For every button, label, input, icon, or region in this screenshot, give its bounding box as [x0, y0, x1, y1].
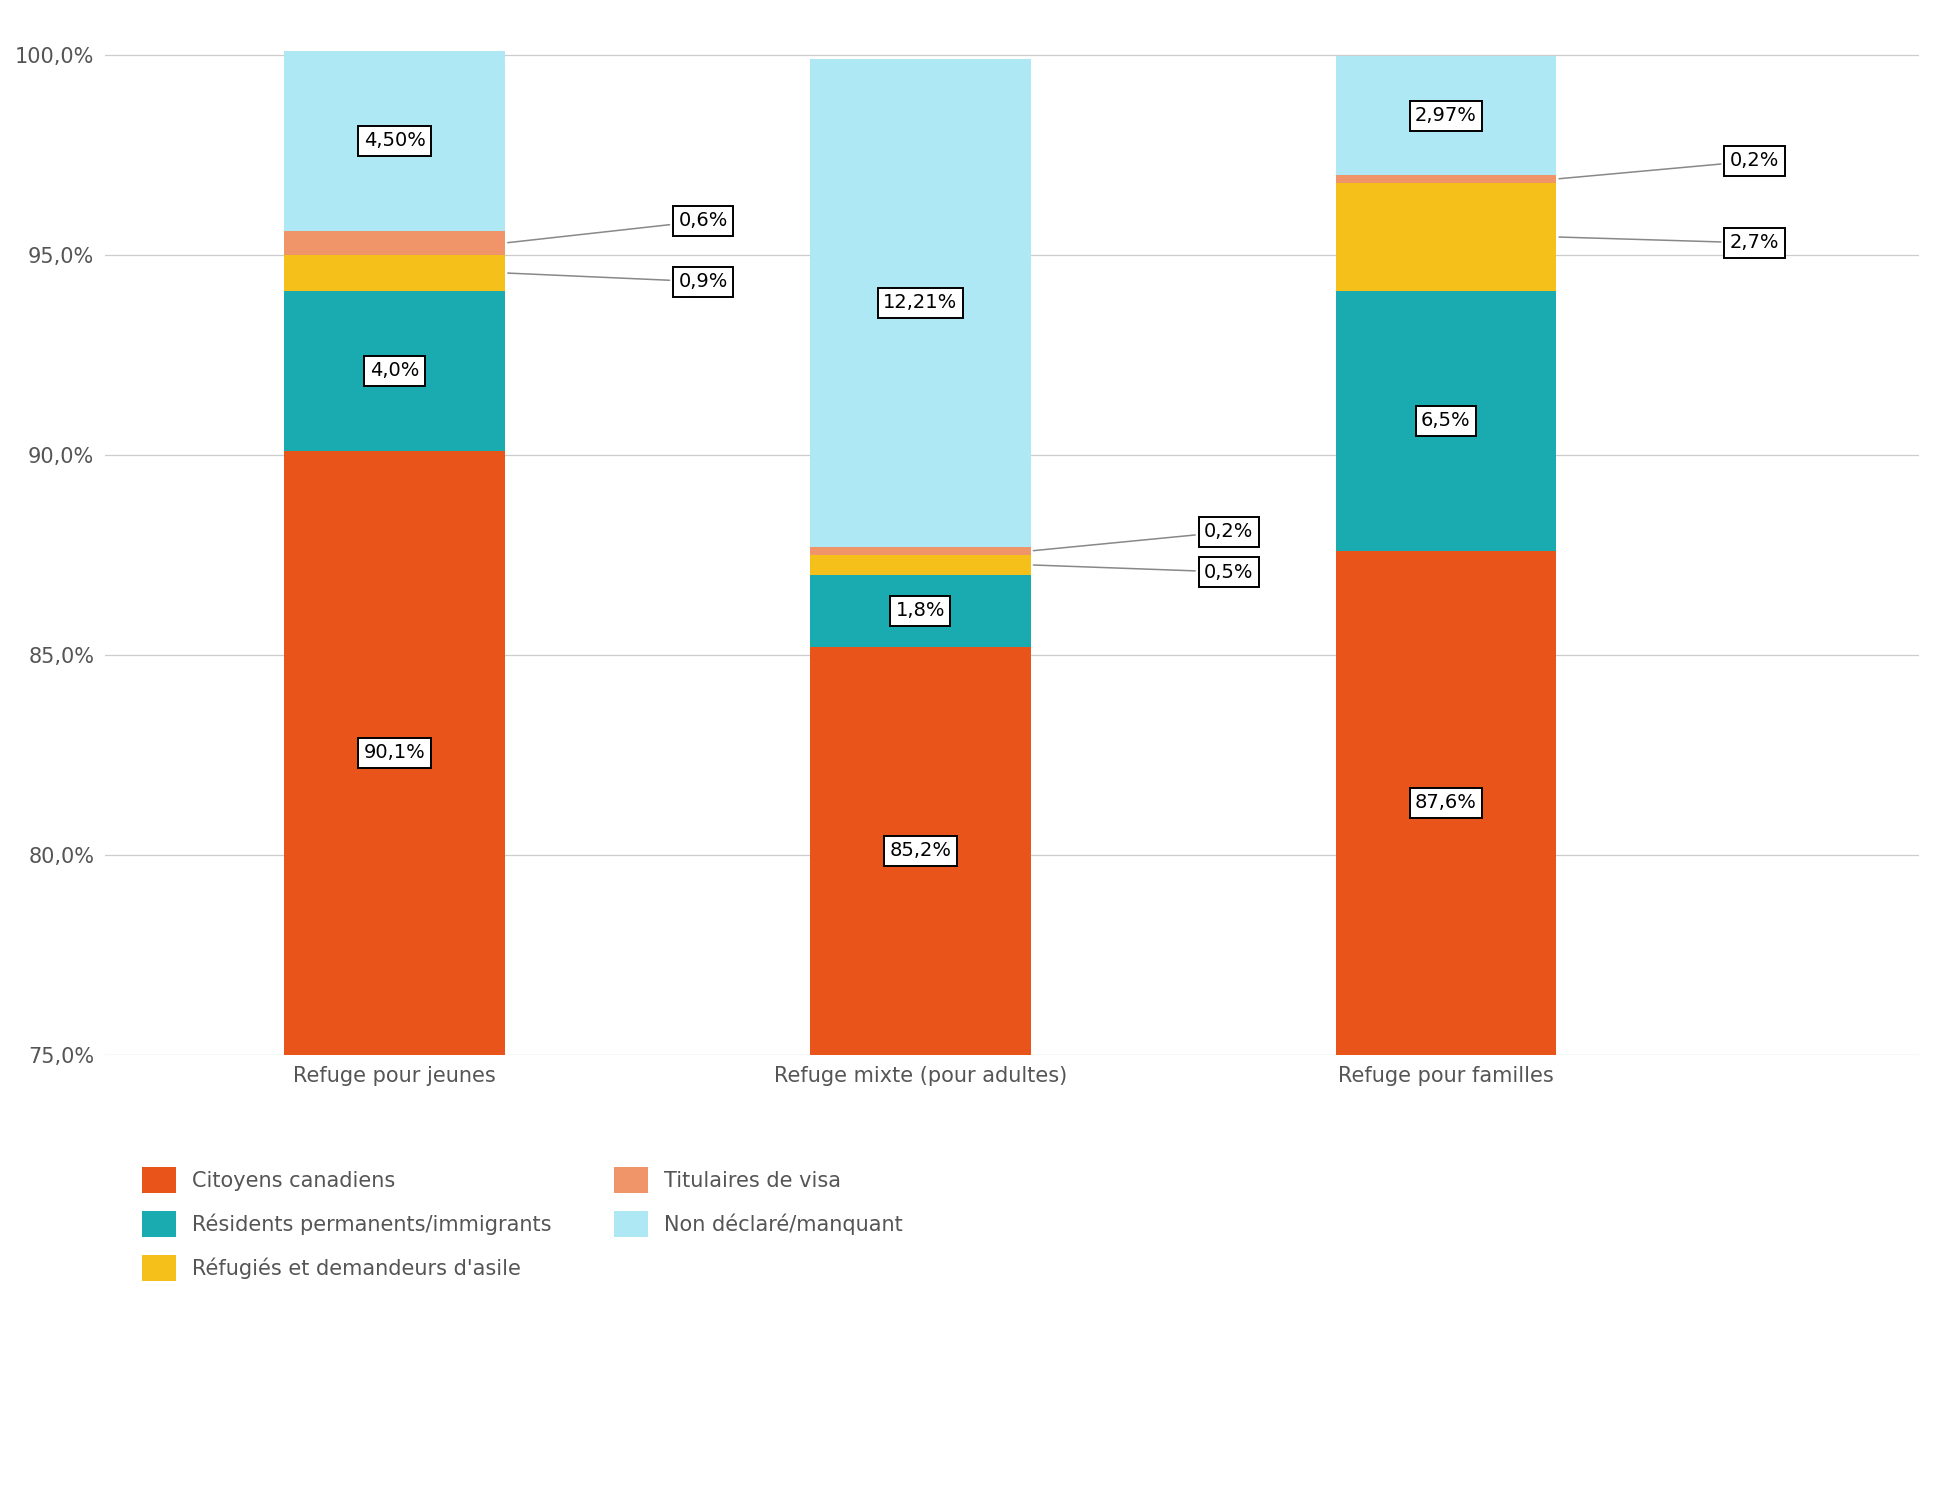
Text: 4,0%: 4,0% — [369, 361, 420, 381]
Text: 12,21%: 12,21% — [884, 293, 957, 313]
Bar — [284, 51, 505, 231]
Text: 2,7%: 2,7% — [1559, 233, 1779, 253]
Text: 0,6%: 0,6% — [509, 212, 727, 242]
Text: 4,50%: 4,50% — [364, 132, 425, 151]
Text: 2,97%: 2,97% — [1416, 106, 1478, 125]
Bar — [284, 290, 505, 451]
Text: 90,1%: 90,1% — [364, 744, 425, 762]
Text: 0,2%: 0,2% — [1559, 151, 1779, 178]
Bar — [1336, 290, 1557, 550]
Bar — [284, 451, 505, 1512]
Bar — [1336, 56, 1557, 175]
Bar — [810, 647, 1031, 1512]
Bar — [810, 59, 1031, 547]
Text: 1,8%: 1,8% — [895, 602, 946, 620]
Legend: Citoyens canadiens, Résidents permanents/immigrants, Réfugiés et demandeurs d'as: Citoyens canadiens, Résidents permanents… — [133, 1158, 911, 1290]
Bar — [1336, 175, 1557, 183]
Text: 0,2%: 0,2% — [1033, 522, 1253, 550]
Bar — [1336, 550, 1557, 1512]
Bar — [810, 547, 1031, 555]
Text: 87,6%: 87,6% — [1416, 794, 1478, 812]
Bar — [284, 256, 505, 290]
Text: 0,9%: 0,9% — [509, 272, 727, 292]
Text: 85,2%: 85,2% — [890, 841, 952, 860]
Text: 6,5%: 6,5% — [1421, 411, 1470, 431]
Bar — [284, 231, 505, 256]
Bar — [1336, 183, 1557, 290]
Bar — [810, 555, 1031, 575]
Text: 0,5%: 0,5% — [1033, 562, 1253, 582]
Bar — [810, 575, 1031, 647]
